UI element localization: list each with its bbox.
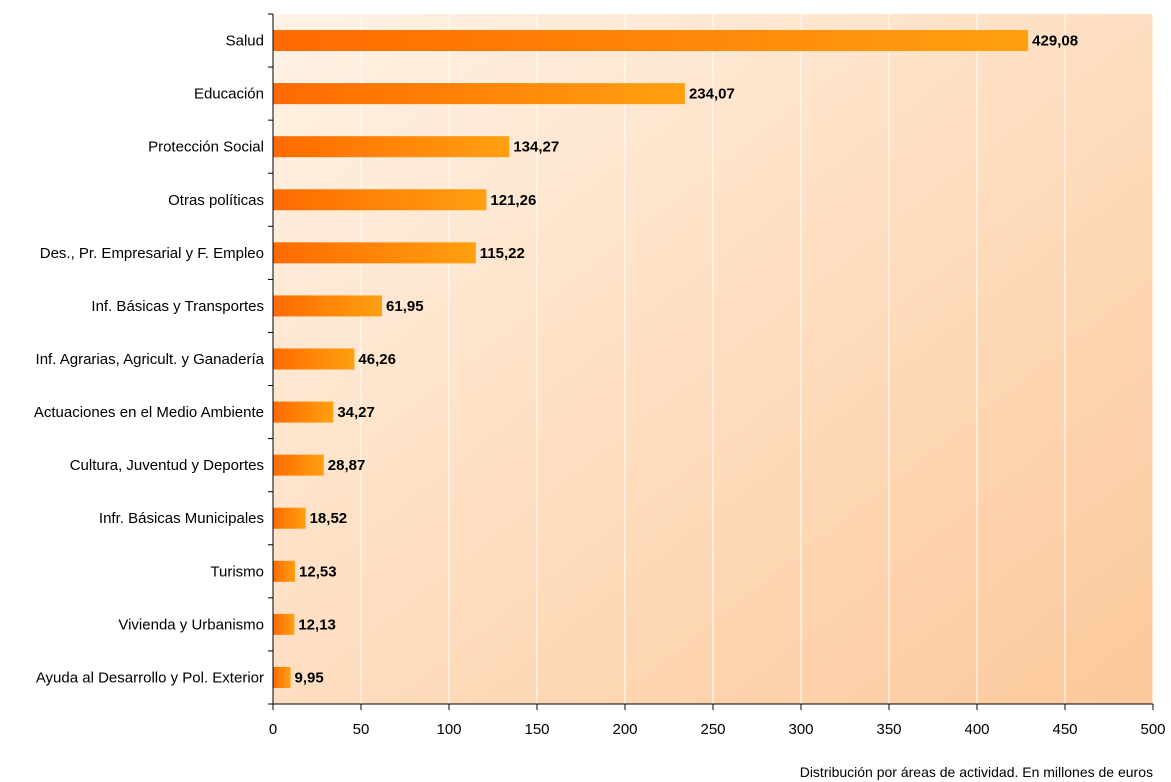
value-label: 28,87 <box>328 457 366 474</box>
bar <box>273 136 510 158</box>
value-label: 12,13 <box>298 616 336 633</box>
category-label: Vivienda y Urbanismo <box>118 616 264 633</box>
category-label: Educación <box>194 86 264 103</box>
bar <box>273 295 383 317</box>
x-tick-label: 300 <box>788 721 813 738</box>
bars <box>273 30 1029 688</box>
bar <box>273 30 1029 52</box>
category-label: Protección Social <box>148 139 264 156</box>
bar <box>273 560 296 582</box>
x-tick-label: 450 <box>1052 721 1077 738</box>
category-label: Ayuda al Desarrollo y Pol. Exterior <box>36 669 264 686</box>
value-label: 234,07 <box>689 86 735 103</box>
value-label: 115,22 <box>480 245 525 262</box>
x-tick-label: 350 <box>876 721 901 738</box>
category-label: Turismo <box>210 563 264 580</box>
bar <box>273 348 355 370</box>
value-label: 12,53 <box>299 563 337 580</box>
value-label: 134,27 <box>513 139 559 156</box>
value-label: 9,95 <box>295 669 324 686</box>
value-label: 61,95 <box>386 298 424 315</box>
bar <box>273 454 324 476</box>
x-tick-label: 150 <box>524 721 549 738</box>
ticks <box>268 13 1154 710</box>
value-label: 34,27 <box>337 404 375 421</box>
labels: 0 50 100 150 200 250 300 350 400 450 500 Salud 429,0… <box>34 33 1166 738</box>
bar <box>273 666 291 688</box>
x-tick-label: 100 <box>436 721 461 738</box>
value-label: 18,52 <box>310 510 348 527</box>
category-label: Salud <box>226 33 264 50</box>
category-label: Otras políticas <box>168 192 264 209</box>
bar <box>273 507 306 529</box>
x-axis-title: Distribución por áreas de actividad. En … <box>800 764 1153 780</box>
bar <box>273 83 685 105</box>
bar <box>273 189 487 211</box>
category-label: Inf. Agrarias, Agricult. y Ganadería <box>36 351 265 368</box>
category-label: Des., Pr. Empresarial y F. Empleo <box>40 245 264 262</box>
bar <box>273 242 476 264</box>
x-tick-label: 50 <box>353 721 370 738</box>
bar <box>273 401 334 423</box>
value-label: 429,08 <box>1032 33 1078 50</box>
value-label: 121,26 <box>490 192 536 209</box>
x-tick-label: 500 <box>1140 721 1165 738</box>
x-tick-label: 250 <box>700 721 725 738</box>
value-label: 46,26 <box>358 351 396 368</box>
category-label: Cultura, Juventud y Deportes <box>70 457 264 474</box>
category-label: Inf. Básicas y Transportes <box>91 298 264 315</box>
bar <box>273 613 295 635</box>
category-label: Actuaciones en el Medio Ambiente <box>34 404 264 421</box>
x-tick-label: 200 <box>612 721 637 738</box>
category-label: Infr. Básicas Municipales <box>99 510 264 527</box>
x-tick-label: 400 <box>964 721 989 738</box>
gridlines <box>360 14 1154 704</box>
x-tick-label: 0 <box>269 721 277 738</box>
